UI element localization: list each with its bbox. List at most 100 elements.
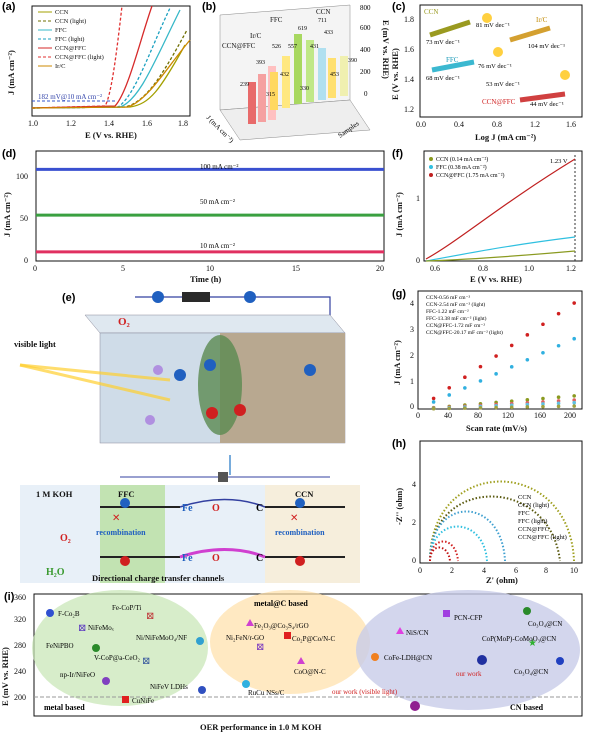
- ffc-region: [100, 485, 165, 583]
- d-xtick: 0: [33, 264, 37, 273]
- c-ytick: 1.8: [404, 15, 414, 24]
- curve-ffc-light: [31, 7, 171, 109]
- g-xtick: 120: [502, 411, 514, 420]
- c-xtick: 0.4: [454, 120, 464, 129]
- h-xtick: 8: [544, 566, 548, 575]
- i-ytick: 320: [14, 615, 26, 624]
- h-ylabel: -Z'' (ohm): [394, 488, 404, 525]
- h-xtick: 2: [450, 566, 454, 575]
- legend-a-5: CCN@FFC (light): [55, 54, 104, 61]
- ccn-region: [265, 485, 360, 583]
- i-point: [297, 657, 305, 664]
- h-arc-ccnffc: [429, 540, 459, 562]
- i-point: ⊠: [146, 611, 154, 622]
- g-point: [572, 301, 576, 305]
- b-val: 557: [288, 44, 297, 50]
- panel-a: (a) 182 mV@10 mA cm⁻² CCN CCN (light) FF…: [0, 0, 200, 145]
- panel-f-chart: (f) 1.23 V CCN (0.14 mA cm⁻²) FFC (0.38 …: [392, 148, 583, 284]
- transfer-channel: [179, 498, 266, 508]
- d-line-label-100: 100 mA cm⁻²: [200, 163, 238, 171]
- g-point: [447, 406, 452, 411]
- g-xtick: 160: [534, 411, 546, 420]
- g-ytick: 1: [410, 377, 414, 386]
- i-caption: OER performance in 1.0 M KOH: [200, 722, 322, 732]
- i-plabel: FeNiPBO: [46, 642, 74, 650]
- i-point: [92, 644, 100, 652]
- g-point: [478, 379, 483, 383]
- g-point: [556, 401, 561, 406]
- g-point: [478, 406, 483, 410]
- i-plabel: CuNiFe: [132, 697, 154, 705]
- d-line-label-10: 10 mA cm⁻²: [200, 242, 235, 250]
- c-t: 53 mV dec⁻¹: [486, 81, 520, 88]
- h-legend-4: CCN@FFC: [518, 526, 549, 533]
- i-point-our-work-light: [410, 701, 420, 711]
- i-point: [396, 627, 404, 634]
- c-t: 44 mV dec⁻¹: [530, 101, 564, 108]
- f-curve-ccnffc: [425, 158, 576, 260]
- i-region-metal: [32, 590, 208, 706]
- i-ytick: 200: [14, 693, 26, 702]
- panel-a-chart: (a) 182 mV@10 mA cm⁻² CCN CCN (light) FF…: [2, 1, 191, 140]
- h2o-label: H₂O: [46, 567, 65, 578]
- sun-icon: [493, 47, 503, 57]
- a-xtick-3: 1.6: [142, 119, 152, 128]
- panel-h-chart: (h) CCN CCN (light) FFC FFC (light) CCN@…: [392, 438, 583, 585]
- d-ytick: 50: [20, 214, 28, 223]
- panel-e-schematic: (e) visible light O₂ 1 M KOH FFC CCN Fe …: [14, 291, 360, 583]
- b-bars: [248, 34, 348, 124]
- g-ytick: 3: [410, 325, 414, 334]
- f-legend-2: CCN@FFC (1.75 mA cm⁻²): [436, 172, 505, 179]
- i-point: [198, 686, 206, 694]
- i-plabel: CoFe-LDH@CN: [384, 654, 432, 662]
- h-xtick: 0: [418, 566, 422, 575]
- c-ytick: 1.6: [404, 45, 414, 54]
- g-point: [463, 386, 467, 390]
- ffc-label: FFC: [118, 489, 135, 499]
- b-val: 433: [324, 30, 333, 36]
- b-val: 390: [348, 58, 357, 64]
- b-sample-0: CCN@FFC: [222, 42, 256, 50]
- b-zlabel: E (mV vs. RHE): [381, 20, 390, 79]
- d-ytick: 0: [24, 256, 28, 265]
- b-bar: [318, 48, 326, 100]
- a-xtick-2: 1.4: [104, 119, 114, 128]
- recombination-label-ffc: recombination: [96, 528, 146, 537]
- panel-a-curves: [31, 5, 191, 109]
- h-arc-ccnffc-light: [429, 546, 451, 562]
- i-group-metal: metal based: [44, 703, 85, 712]
- g-series: [431, 301, 576, 411]
- f-legend-1: FFC (0.38 mA cm⁻²): [436, 164, 487, 171]
- h-arc-ccn: [429, 480, 575, 562]
- electron-icon: [295, 498, 305, 508]
- g-point: [509, 365, 514, 369]
- hole-icon: [234, 404, 246, 416]
- b-val: 315: [266, 92, 275, 98]
- g-point: [463, 406, 467, 410]
- c-name-ffc: FFC: [446, 56, 459, 64]
- d-xtick: 5: [121, 264, 125, 273]
- g-point: [556, 404, 561, 409]
- i-group-cn: CN based: [510, 703, 544, 712]
- d-ytick: 100: [16, 172, 28, 181]
- h-legend-2: FFC: [518, 510, 530, 517]
- d-line-label-50: 50 mA cm⁻²: [200, 198, 235, 206]
- electron-icon: [304, 364, 316, 376]
- g-point: [541, 350, 545, 355]
- curve-ccnffc: [31, 5, 153, 109]
- i-plabel: Ni₂FeN/r-GO: [226, 634, 264, 642]
- g-point: [572, 400, 576, 405]
- c-xlabel: Log J (mA cm⁻²): [475, 132, 536, 142]
- g-point: [447, 393, 452, 397]
- o2-label: O₂: [60, 533, 71, 544]
- panel-h: (h) CCN CCN (light) FFC FFC (light) CCN@…: [390, 435, 589, 585]
- i-ytick: 280: [14, 641, 26, 650]
- i-ours: our work: [456, 670, 482, 678]
- i-plabel: Co₃O₄@CN: [514, 668, 548, 676]
- g-point: [431, 400, 436, 404]
- h-ytick: 2: [412, 518, 416, 527]
- recombination-label-ccn: recombination: [275, 528, 325, 537]
- b-bar: [270, 72, 278, 110]
- panel-g: (g) CCN-0.56 mF cm⁻² CCN-2.54 mF cm⁻² (l…: [390, 285, 589, 435]
- g-ytick: 2: [410, 351, 414, 360]
